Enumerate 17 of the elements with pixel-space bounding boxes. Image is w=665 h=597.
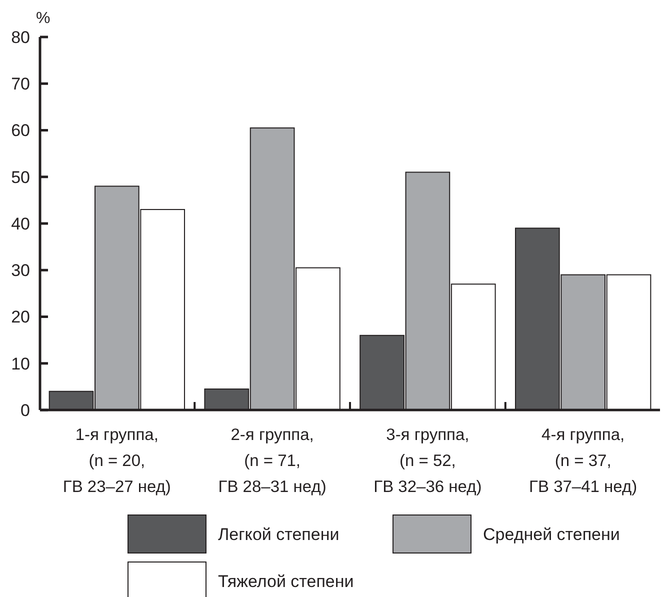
x-tick-label: 1-я группа, (n = 20, ГВ 23–27 нед) — [62, 426, 171, 496]
y-tick-label: 80 — [11, 28, 30, 47]
legend-label: Тяжелой степени — [218, 572, 354, 591]
legend-label: Легкой степени — [218, 525, 340, 544]
x-tick-label: 4-я группа, (n = 37, ГВ 37–41 нед) — [529, 426, 638, 496]
x-tick-label: 2-я группа, (n = 71, ГВ 28–31 нед) — [218, 426, 326, 496]
y-tick-label: 70 — [11, 74, 30, 94]
y-tick-label: 0 — [20, 400, 30, 420]
y-tick-label: 20 — [11, 308, 30, 327]
y-tick-label: 60 — [11, 121, 30, 140]
y-tick-label: 50 — [11, 168, 30, 187]
y-tick-label: 40 — [11, 214, 30, 234]
legend-label: Средней степени — [483, 525, 620, 544]
y-tick-label: 30 — [11, 261, 30, 280]
y-axis-title: % — [36, 10, 50, 27]
y-tick-label: 10 — [11, 354, 30, 374]
x-tick-label: 3-я группа, (n = 52, ГВ 32–36 нед) — [374, 426, 482, 496]
